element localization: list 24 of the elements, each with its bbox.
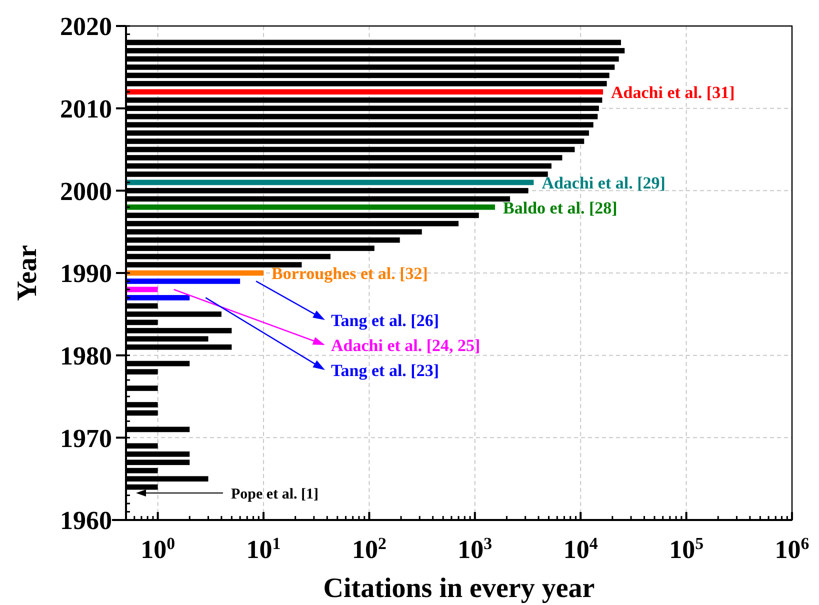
x-tick-label: 10$^{3}$: [458, 534, 492, 564]
text: Tang et al. [26]: [331, 310, 439, 330]
y-tick-label: 1990: [60, 259, 112, 288]
y-tick-label: 2000: [60, 176, 112, 206]
y-tick-label: 2020: [60, 12, 112, 42]
text: Adachi et al. [24, 25]: [331, 336, 480, 355]
x-tick-label: 10$^{0}$: [140, 534, 176, 564]
x-tick-label: 10$^{6}$: [774, 534, 810, 564]
y-tick-label: 2010: [60, 94, 112, 124]
x-tick-label: 10$^{2}$: [352, 534, 386, 564]
series-label: Borroughes et al. [32]: [272, 264, 428, 283]
x-tick-label: 10$^{1}$: [246, 534, 281, 564]
series-label: Adachi et al. [29]: [542, 173, 666, 192]
y-tick-label: 1970: [60, 424, 112, 453]
y-tick-label: 1980: [60, 341, 112, 370]
x-axis-title: Citations in every year: [323, 573, 595, 604]
x-tick-label: 10$^{5}$: [669, 534, 704, 564]
series-label: Adachi et al. [31]: [611, 82, 735, 102]
y-tick-label: 1960: [60, 506, 112, 536]
y-axis-title: Year: [12, 245, 43, 301]
series-label: Baldo et al. [28]: [503, 198, 618, 218]
x-tick-label: 10$^{4}$: [563, 534, 598, 564]
text: Tang et al. [23]: [331, 360, 439, 380]
annotation: Pope et al. [1]: [231, 486, 318, 502]
